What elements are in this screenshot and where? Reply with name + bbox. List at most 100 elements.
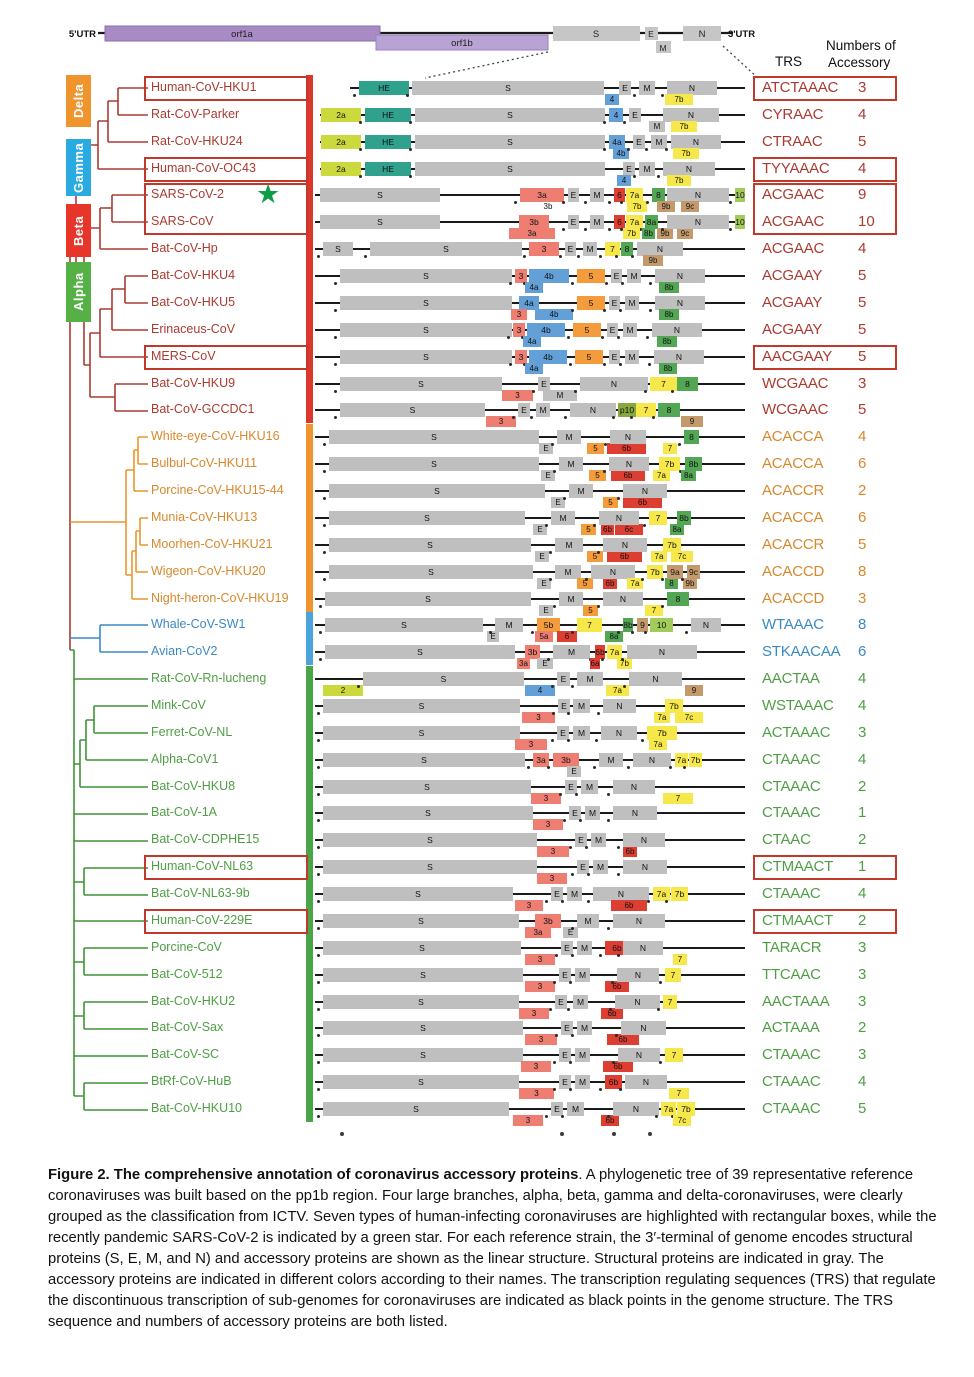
accessory-count: 4 [858, 670, 867, 687]
accessory-count: 8 [858, 616, 867, 633]
virus-name: Erinaceus-CoV [151, 322, 236, 336]
accessory-protein-box: 4b [529, 350, 567, 364]
trs-point [661, 228, 664, 231]
accessory-count: 5 [858, 1100, 867, 1117]
structural-protein-box: S [329, 511, 525, 525]
genome-structure: 2 S 4 E M 7a N 9 [315, 669, 751, 698]
trs-sequence: TARACR [762, 939, 822, 956]
accessory-protein-box: 5 [587, 551, 603, 562]
genus-chip-alpha: Alpha [66, 262, 91, 322]
trs-point [603, 148, 606, 151]
structural-protein-box: E [535, 551, 549, 562]
highlight-box-name [144, 76, 308, 101]
e-label: E [648, 29, 654, 39]
trs-sequence: WTAAAC [762, 616, 824, 633]
trs-point [630, 416, 633, 419]
accessory-count: 3 [858, 939, 867, 956]
accessory-protein-box: 5 [577, 578, 593, 589]
virus-name: Alpha-CoV1 [151, 752, 219, 766]
accessory-protein-box: 7 [663, 995, 677, 1009]
structural-protein-box: N [667, 215, 729, 229]
accessory-protein-box: 8 [677, 377, 698, 391]
structural-protein-box: S [323, 699, 520, 713]
trs-point [649, 309, 652, 312]
genome-line [315, 974, 745, 976]
trs-point [671, 1115, 674, 1118]
trs-point [559, 793, 562, 796]
structural-protein-box: N [623, 484, 667, 498]
trs-point [612, 416, 615, 419]
trs-point [659, 1061, 662, 1064]
accessory-protein-box: 6b [605, 1075, 622, 1089]
structural-protein-box: S [323, 242, 353, 256]
group-bar-gamma [306, 612, 313, 665]
genome-structure: S E M 5 6b N 7b 7a 8b 8a [315, 454, 751, 483]
accessory-count: 5 [858, 321, 867, 338]
trs-point [671, 390, 674, 393]
genome-line [315, 678, 745, 680]
structural-protein-box: M [581, 780, 598, 794]
structural-protein-box: S [323, 833, 537, 847]
accessory-protein-box: 8a [645, 215, 658, 229]
genome-line [315, 1027, 745, 1029]
trs-point [334, 390, 337, 393]
group-bar-delta [306, 424, 313, 612]
orf1a-box [104, 25, 381, 42]
virus-name: Bat-CoV-HKU5 [151, 295, 236, 309]
accessory-protein-box: 4b [535, 309, 573, 320]
trs-point [621, 658, 624, 661]
trs-point [317, 712, 320, 715]
trs-point [353, 94, 356, 97]
trs-point [551, 685, 554, 688]
trs-point [729, 228, 732, 231]
trs-point [597, 551, 600, 554]
accessory-count: 2 [858, 912, 867, 929]
trs-point [549, 551, 552, 554]
accessory-protein-box: 10 [650, 618, 673, 632]
trs-point [603, 470, 606, 473]
structural-protein-box: M [585, 806, 600, 820]
trs-point [555, 1034, 558, 1037]
structural-protein-box: M [569, 484, 593, 498]
virus-name: Bat-CoV-HKU2 [151, 994, 236, 1008]
trs-point [631, 255, 634, 258]
trs-sequence: ACACCA [762, 428, 824, 445]
group-bar-alpha [306, 666, 313, 1122]
structural-protein-box: N [613, 914, 665, 928]
trs-point [323, 524, 326, 527]
trs-point [317, 1061, 320, 1064]
structural-protein-box: E [623, 162, 635, 176]
accessory-protein-box: 8b [657, 336, 677, 347]
trs-point [584, 228, 587, 231]
trs-point [523, 255, 526, 258]
accessory-count: 4 [858, 885, 867, 902]
trs-point [569, 1061, 572, 1064]
accessory-protein-box: 4b [613, 148, 629, 159]
structural-protein-box: E [629, 108, 641, 122]
trs-point [549, 1008, 552, 1011]
trs-point [574, 390, 577, 393]
accessory-protein-box: 7a [651, 551, 667, 562]
structural-protein-box: M [639, 162, 655, 176]
trs-point [317, 981, 320, 984]
accessory-protein-box: 4a [609, 135, 625, 149]
trs-point [617, 336, 620, 339]
trs-sequence: ACGAAC [762, 240, 825, 257]
structural-protein-box: S [323, 968, 523, 982]
trs-point [639, 228, 642, 231]
genome-structure: S 3 4b 4a 5 E M N 8b [315, 347, 751, 376]
accessory-count: 3 [858, 590, 867, 607]
structural-protein-box: N [671, 135, 721, 149]
structural-protein-box: M [553, 645, 590, 659]
trs-point [587, 873, 590, 876]
trs-point [319, 658, 322, 661]
highlight-box-trs [753, 157, 897, 182]
structural-protein-box: S [323, 1102, 509, 1116]
accessory-protein-box: 3 [525, 1034, 557, 1045]
sars-cov-2-star-icon: ★ [256, 179, 281, 209]
trs-point [561, 900, 564, 903]
structural-protein-box: M [573, 699, 590, 713]
accessory-protein-box: 9c [687, 565, 700, 579]
structural-protein-box: S [323, 941, 521, 955]
trs-point [553, 1088, 556, 1091]
